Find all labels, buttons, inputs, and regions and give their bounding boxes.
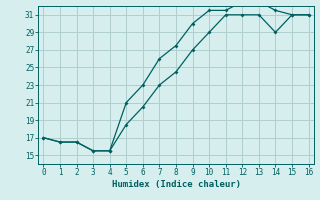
- X-axis label: Humidex (Indice chaleur): Humidex (Indice chaleur): [111, 180, 241, 189]
